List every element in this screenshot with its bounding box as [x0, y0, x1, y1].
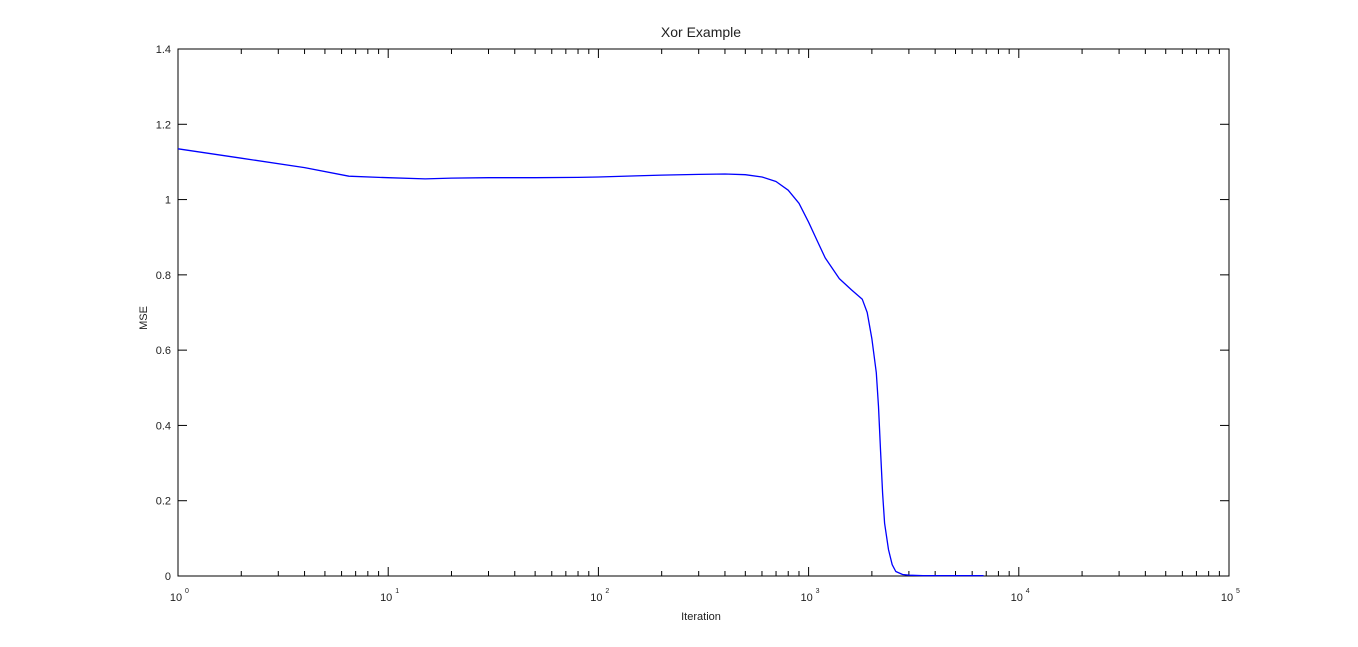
x-tick-label: 10: [590, 592, 602, 604]
y-tick-label: 0.6: [156, 345, 171, 357]
x-tick-label: 10: [1221, 592, 1233, 604]
mse-series-line: [177, 148, 984, 577]
x-tick-exponent: 5: [1236, 588, 1240, 595]
x-tick-exponent: 0: [185, 588, 189, 595]
y-tick-label: 1.2: [156, 119, 171, 131]
x-tick-label: 10: [170, 592, 182, 604]
y-axis-ticks: 0 0.2 0.4 0.6 0.8 1 1.2 1.4: [156, 44, 1229, 583]
minor-ticks: [240, 49, 1220, 576]
chart-title: Xor Example: [661, 24, 741, 40]
x-tick-label: 10: [800, 592, 812, 604]
x-tick-label: 10: [380, 592, 392, 604]
x-tick-exponent: 4: [1026, 588, 1030, 595]
y-tick-label: 0: [165, 571, 171, 583]
plot-area: [177, 48, 1230, 577]
x-tick-label: 10: [1011, 592, 1023, 604]
x-tick-exponent: 3: [816, 588, 820, 595]
x-tick-exponent: 2: [605, 588, 609, 595]
y-tick-label: 0.2: [156, 496, 171, 508]
series-layer: [177, 148, 984, 577]
y-tick-label: 0.4: [156, 420, 171, 432]
y-tick-label: 1: [165, 195, 171, 207]
y-tick-label: 0.8: [156, 270, 171, 282]
x-tick-exponent: 1: [395, 588, 399, 595]
y-tick-label: 1.4: [156, 44, 171, 56]
y-axis-label: MSE: [138, 306, 150, 330]
x-axis-label: Iteration: [681, 611, 721, 623]
